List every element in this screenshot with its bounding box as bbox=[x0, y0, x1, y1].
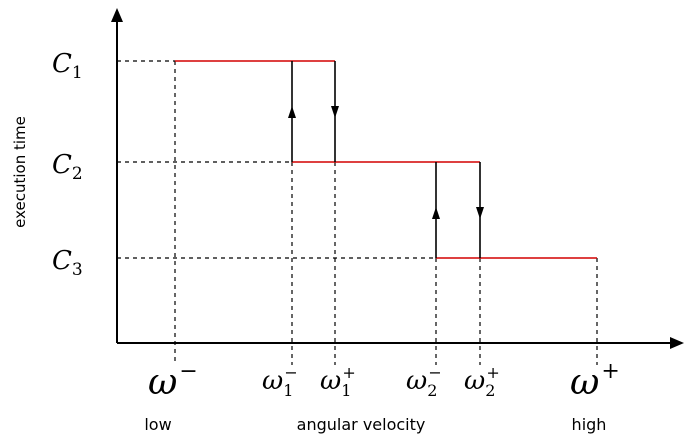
level-label-c2: C2 bbox=[52, 150, 83, 184]
x-axis-arrow-icon bbox=[670, 337, 684, 349]
y-axis-arrow-icon bbox=[111, 8, 123, 22]
omega1-plus-label: ω1+ bbox=[320, 363, 356, 400]
y-axis-title: execution time bbox=[11, 116, 29, 228]
omega2-plus-label: ω2+ bbox=[464, 363, 500, 400]
down-arrow-icon bbox=[331, 106, 339, 118]
high-label: high bbox=[572, 415, 607, 434]
level-label-c3: C3 bbox=[52, 246, 83, 280]
low-label: low bbox=[144, 415, 171, 434]
up-arrow-icon bbox=[432, 207, 440, 219]
level-label-c1: C1 bbox=[52, 49, 83, 83]
down-arrow-icon bbox=[476, 207, 484, 219]
up-arrow-icon bbox=[288, 106, 296, 118]
omega1-minus-label: ω1− bbox=[262, 363, 298, 400]
omega2-minus-label: ω2− bbox=[406, 363, 442, 400]
omega-min-label: ω− bbox=[148, 359, 198, 403]
omega-max-label: ω+ bbox=[570, 359, 620, 403]
x-axis-title: angular velocity bbox=[297, 415, 426, 434]
